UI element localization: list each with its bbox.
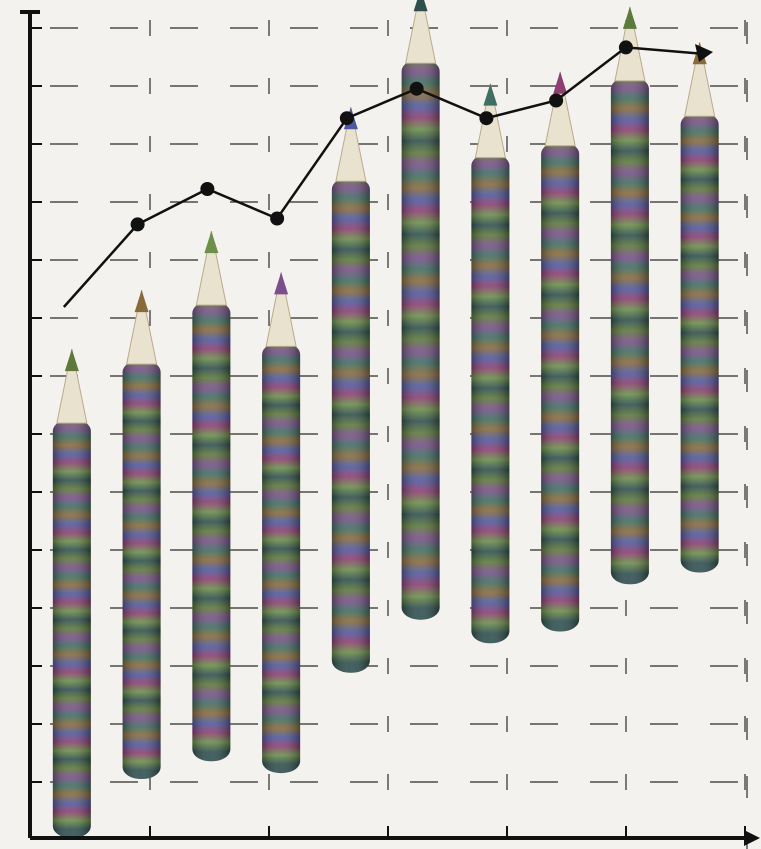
bar (471, 83, 510, 644)
bar-body-shade (192, 301, 231, 762)
line-marker (549, 93, 564, 108)
bar (610, 6, 649, 585)
line-marker (618, 40, 633, 55)
bar-tip (405, 0, 437, 64)
line-marker (130, 217, 145, 232)
bar-tip (335, 107, 367, 182)
line-marker (339, 111, 354, 126)
bar-body-shade (401, 59, 440, 620)
bar-tip (125, 290, 158, 365)
bar (122, 290, 161, 779)
bars (52, 0, 719, 838)
bar-tip (544, 71, 576, 147)
bar-body-shade (680, 112, 719, 573)
line-series (62, 40, 713, 308)
main-axes (20, 10, 760, 846)
bar-tip-lead (274, 272, 289, 295)
bar-body-shade (471, 153, 510, 644)
bar-tip-lead (64, 349, 79, 372)
x-axis-arrowhead (744, 830, 760, 846)
line-marker (270, 211, 285, 226)
bar-body-shade (541, 141, 580, 632)
bar (52, 349, 91, 838)
bar-body-shade (262, 342, 301, 774)
bar-tip-lead (553, 71, 568, 94)
bar-tip-lead (622, 6, 637, 29)
line-marker (409, 81, 424, 96)
bar (680, 42, 719, 573)
bar (401, 0, 440, 620)
bar (192, 231, 231, 762)
bar-body-shade (52, 419, 91, 838)
bar-tip-lead (134, 290, 149, 313)
line-path (62, 46, 706, 308)
bar-tip-lead (413, 0, 428, 12)
bar-body-shade (122, 360, 161, 779)
bar (331, 107, 370, 673)
line-marker (479, 111, 494, 126)
bar-tip (684, 42, 716, 117)
bar (262, 272, 301, 774)
bar-tip-lead (204, 231, 219, 254)
bar-body-shade (610, 76, 649, 585)
bar (541, 71, 580, 632)
line-marker (200, 182, 215, 196)
bar-body-shade (331, 177, 370, 673)
bar-tip-lead (483, 83, 498, 106)
line-arrowhead (695, 44, 713, 62)
bar-tip (195, 231, 227, 306)
bar-tip (56, 349, 88, 424)
bar-tip (265, 272, 297, 347)
